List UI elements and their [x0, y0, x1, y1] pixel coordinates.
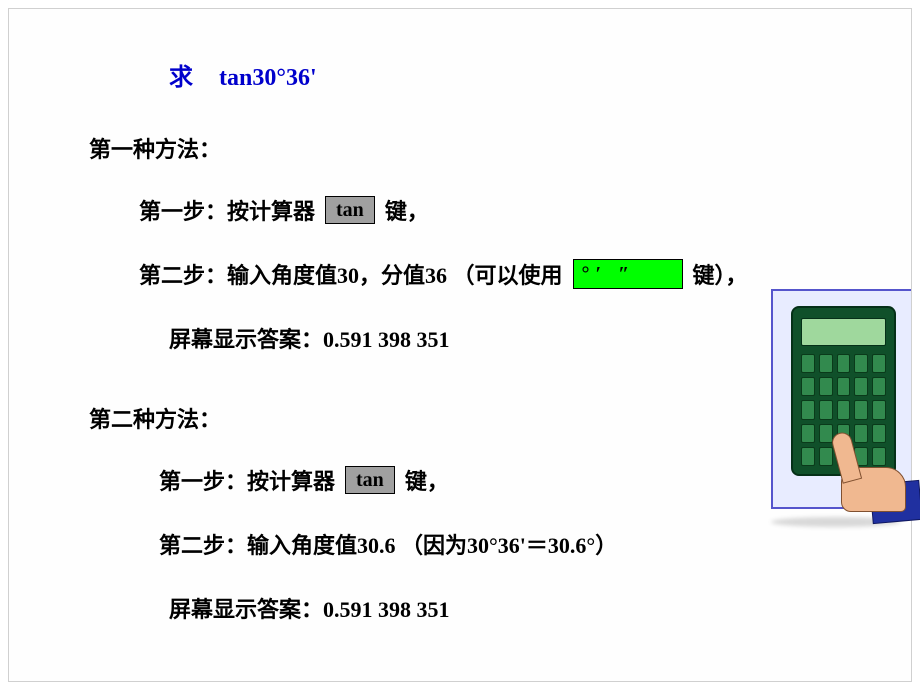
m1s1-pre: 第一步：按计算器 — [139, 194, 315, 226]
document-content: 求 tan30°36' 第一种方法： 第一步：按计算器 tan 键， 第二步：输… — [8, 8, 912, 682]
problem-title: 求 tan30°36' — [169, 57, 911, 92]
m2s1-pre: 第一步：按计算器 — [159, 464, 335, 496]
m2s1-post: 键， — [405, 464, 449, 496]
calc-btn — [854, 354, 868, 373]
calc-btn — [837, 377, 851, 396]
tan-key-2: tan — [345, 466, 395, 494]
calc-btn — [819, 400, 833, 419]
calc-btn — [837, 354, 851, 373]
calc-btn — [854, 400, 868, 419]
hand-icon — [821, 432, 920, 512]
method1-step2: 第二步：输入角度值30，分值36 （可以使用 °′ ″ 键）， — [139, 258, 911, 290]
calculator-illustration — [771, 289, 911, 509]
method1-label: 第一种方法： — [89, 132, 911, 164]
title-expression: tan30°36' — [219, 65, 317, 91]
calc-btn — [801, 400, 815, 419]
calc-btn — [801, 354, 815, 373]
method1-step1: 第一步：按计算器 tan 键， — [139, 194, 911, 226]
finger — [830, 430, 862, 483]
method2-result: 屏幕显示答案：0.591 398 351 — [169, 592, 911, 624]
method2-step2: 第二步：输入角度值30.6 （因为30°36'＝30.6°） — [159, 528, 911, 560]
calc-btn — [801, 377, 815, 396]
calc-btn — [872, 377, 886, 396]
calc-btn — [819, 377, 833, 396]
title-prefix: 求 — [169, 65, 193, 91]
m1s2-pre: 第二步：输入角度值30，分值36 （可以使用 — [139, 258, 563, 290]
calc-btn — [872, 400, 886, 419]
dms-key: °′ ″ — [573, 259, 683, 289]
calc-btn — [819, 354, 833, 373]
calc-btn — [801, 447, 815, 466]
calc-btn — [854, 377, 868, 396]
tan-key: tan — [325, 196, 375, 224]
m1s2-post: 键）， — [693, 258, 748, 290]
m2s2: 第二步：输入角度值30.6 （因为30°36'＝30.6°） — [159, 528, 617, 560]
calc-btn — [837, 400, 851, 419]
calc-btn — [872, 354, 886, 373]
m1s1-post: 键， — [385, 194, 429, 226]
calc-btn — [801, 424, 815, 443]
calculator-screen — [801, 318, 886, 346]
